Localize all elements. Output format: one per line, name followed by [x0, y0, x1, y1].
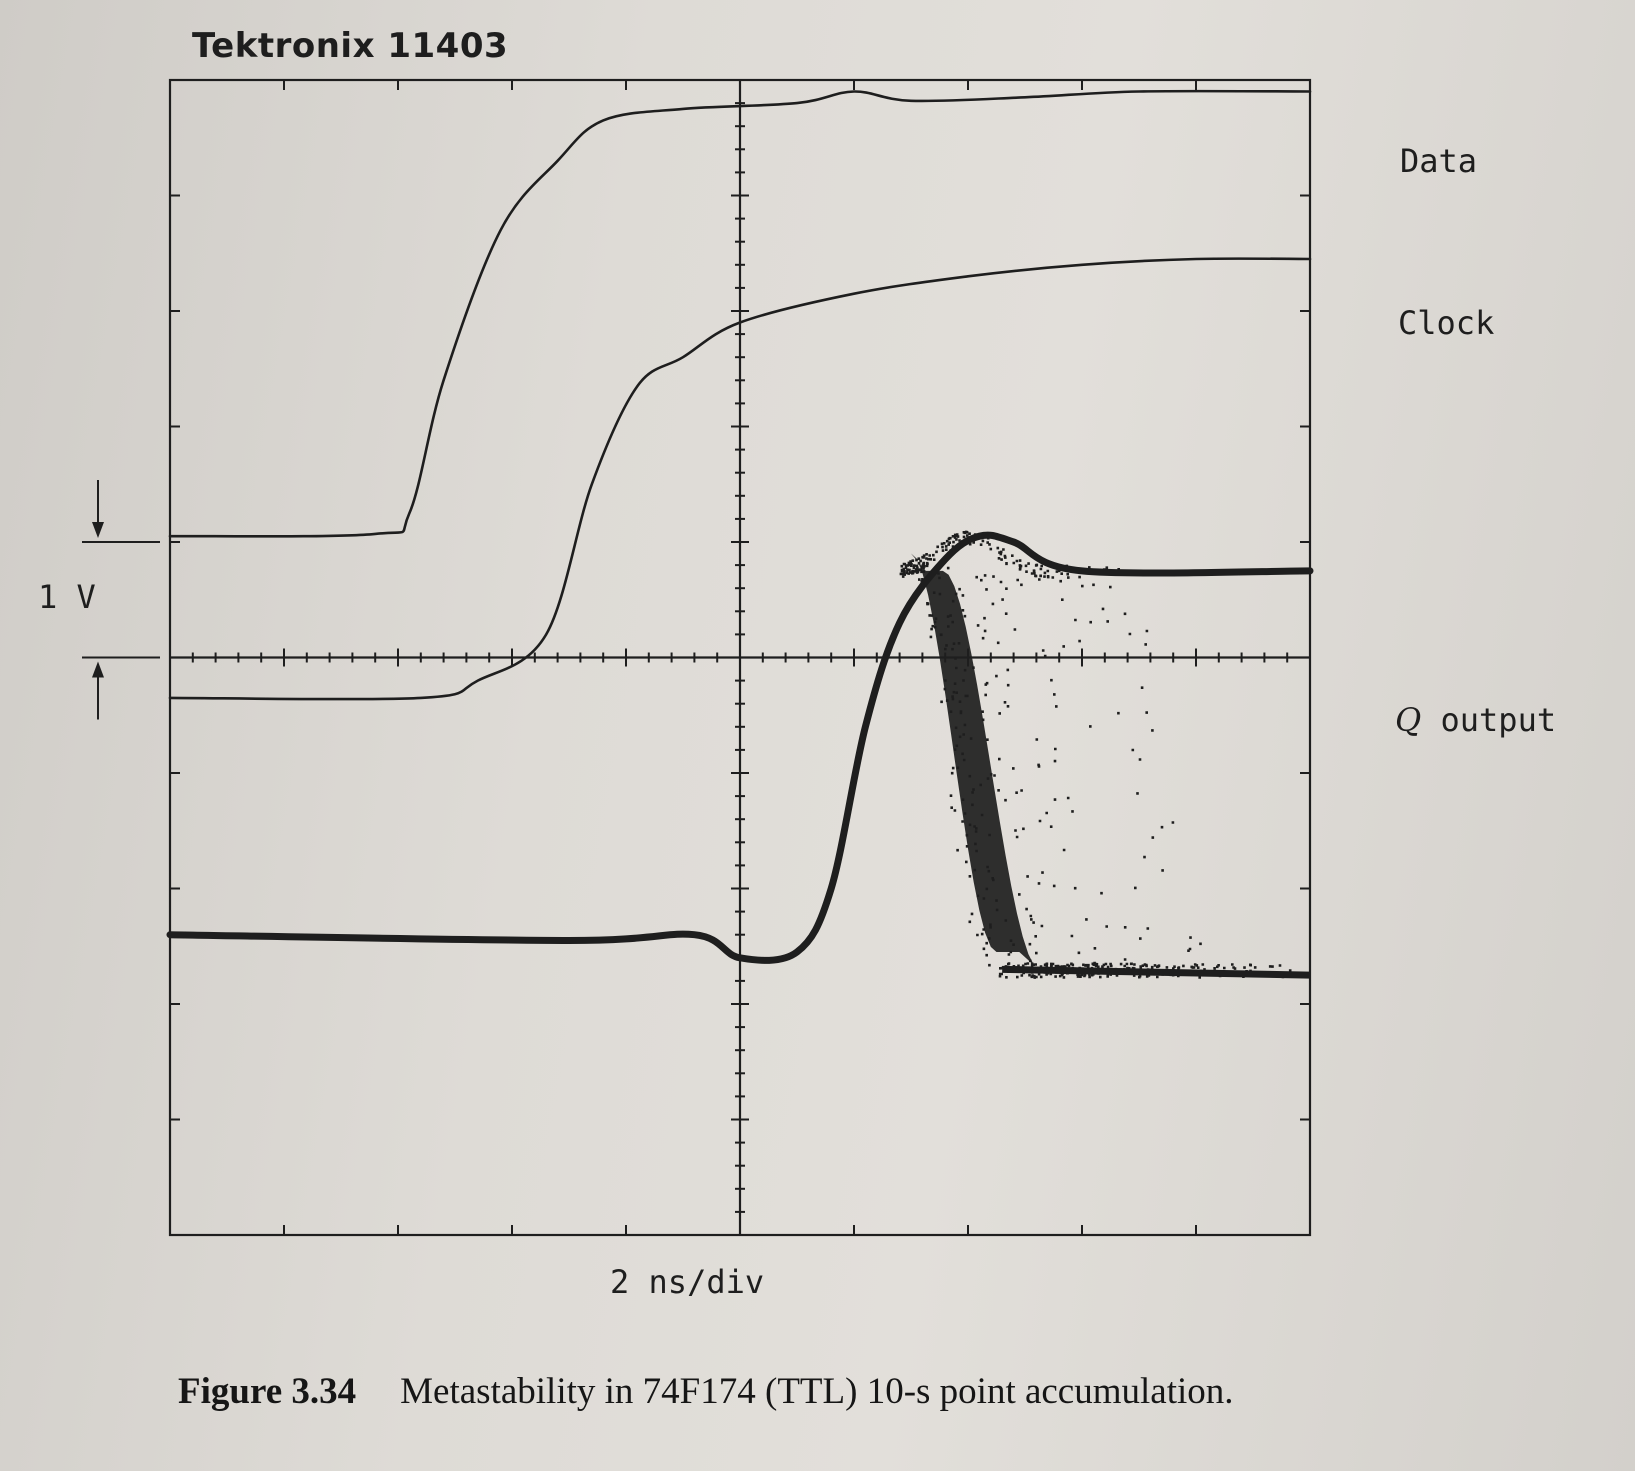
- metastable-dots: [899, 530, 1292, 979]
- scale-arrow-top-head: [92, 522, 104, 538]
- metastable-dense-core: [911, 553, 1035, 966]
- voltage-scale-marker: [82, 480, 160, 720]
- metastable-point-cloud: [899, 530, 1292, 979]
- x-axis-label: 2 ns/div: [610, 1263, 765, 1301]
- graticule-ticks: [169, 79, 1311, 1236]
- figure-caption-text: Metastability in 74F174 (TTL) 10-s point…: [400, 1371, 1234, 1412]
- voltage-scale-label: 1 V: [38, 577, 96, 616]
- trace-label-clock: Clock: [1398, 304, 1495, 343]
- trace-clock: [168, 257, 1312, 701]
- trace-series: [166, 89, 1314, 979]
- q-label-rest: output: [1421, 700, 1557, 739]
- scale-arrow-bottom-head: [92, 661, 104, 678]
- trace-label-q-output: Q output: [1395, 701, 1556, 739]
- trace-data: [168, 89, 1312, 538]
- trace-q-output-low-level: [1002, 965, 1311, 979]
- instrument-title: Tektronix 11403: [192, 26, 509, 66]
- trace-q-output: [166, 531, 1314, 964]
- q-letter: Q: [1395, 700, 1422, 739]
- trace-label-data: Data: [1400, 141, 1478, 180]
- figure-number: Figure 3.34: [178, 1371, 357, 1412]
- figure-caption: Figure 3.34 Metastability in 74F174 (TTL)…: [178, 1370, 1234, 1413]
